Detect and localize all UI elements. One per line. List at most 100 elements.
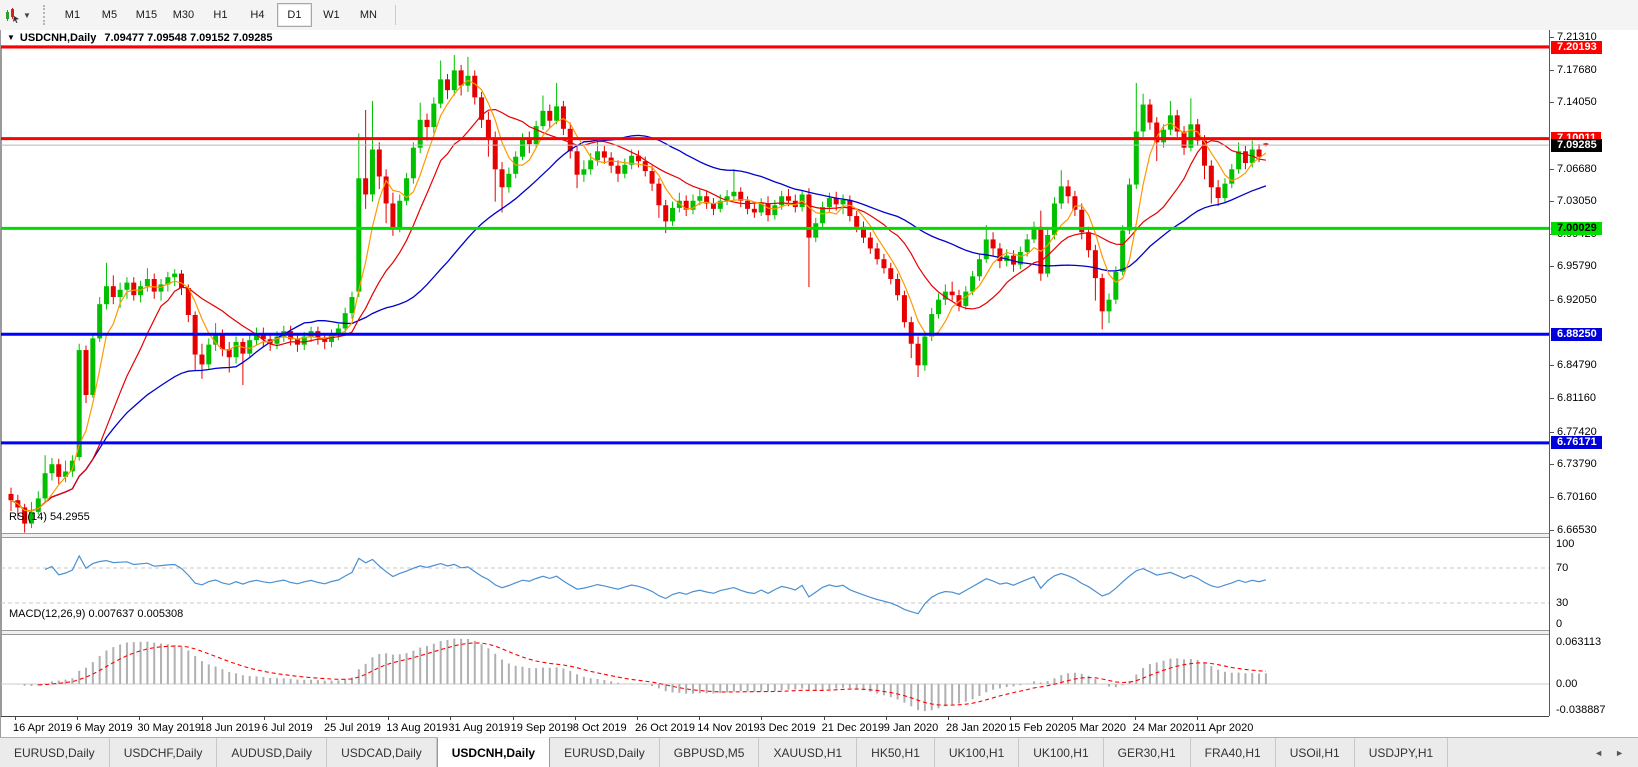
candle-body-bear: [656, 183, 662, 206]
candle-body-bull: [410, 147, 416, 179]
period-button-m5[interactable]: M5: [101, 9, 118, 21]
price-tick-mark: [1550, 464, 1554, 466]
symbol-dropdown-icon[interactable]: ▼: [7, 33, 15, 42]
candle-body-bear: [867, 237, 873, 249]
price-tick-mark: [1550, 37, 1554, 38]
chart-tab-7-xauusd-h1[interactable]: XAUUSD,H1: [759, 738, 858, 767]
candle-body-bear: [806, 194, 812, 238]
date-tick-mark: [15, 717, 16, 720]
chart-tab-8-hk50-h1[interactable]: HK50,H1: [857, 738, 935, 767]
period-button-h1[interactable]: H1: [213, 9, 228, 21]
chart-tab-9-uk100-h1[interactable]: UK100,H1: [935, 738, 1020, 767]
panel-separator-sep1[interactable]: [1, 533, 1549, 538]
price-tick-label: 7.21310: [1550, 31, 1638, 43]
candle-body-bull: [588, 160, 594, 170]
candle-body-bull: [942, 291, 948, 300]
chart-tab-13-usoil-h1[interactable]: USOil,H1: [1276, 738, 1355, 767]
tabs-scroll-right-icon[interactable]: ►: [1615, 748, 1624, 758]
period-button-d1[interactable]: D1: [276, 3, 312, 27]
chart-tool-button[interactable]: ▼: [0, 0, 37, 30]
chart-tab-11-ger30-h1[interactable]: GER30,H1: [1104, 738, 1191, 767]
candle-body-bear: [390, 203, 396, 229]
period-button-m1[interactable]: M1: [64, 9, 81, 21]
chart-tab-1-usdchf-daily[interactable]: USDCHF,Daily: [110, 738, 218, 767]
chart-plot[interactable]: [1, 30, 1549, 716]
candle-body-bear: [895, 278, 901, 296]
price-tick-mark: [1550, 398, 1554, 400]
date-tick-label: 13 Aug 2019: [386, 722, 448, 734]
candle-body-bull: [772, 205, 778, 216]
candle-body-bull: [76, 350, 82, 458]
candle-body-bear: [861, 226, 866, 238]
chart-tab-10-uk100-h1[interactable]: UK100,H1: [1019, 738, 1104, 767]
chart-tab-6-gbpusd-m5[interactable]: GBPUSD,M5: [660, 738, 760, 767]
chart-tab-14-usdjpy-h1[interactable]: USDJPY,H1: [1355, 738, 1449, 767]
period-button-m30[interactable]: M30: [172, 9, 195, 21]
candle-body-bull: [1120, 230, 1126, 272]
candle-body-bull: [970, 276, 976, 292]
candle-body-bull: [158, 284, 164, 292]
candle-body-bear: [901, 295, 907, 323]
candle-body-bear: [663, 205, 669, 222]
candle-body-bull: [124, 282, 130, 290]
period-button-mn[interactable]: MN: [359, 9, 377, 21]
period-button-w1[interactable]: W1: [323, 9, 340, 21]
candle-body-bull: [1024, 239, 1030, 253]
price-tick-mark: [1550, 102, 1554, 104]
price-tick-label: 7.14050: [1550, 96, 1638, 108]
chart-window: ▼ USDCNH,Daily 7.09477 7.09548 7.09152 7…: [0, 30, 1638, 738]
chart-caption: ▼ USDCNH,Daily 7.09477 7.09548 7.09152 7…: [1, 30, 1549, 45]
period-button-h4[interactable]: H4: [250, 9, 265, 21]
date-tick-mark: [699, 717, 701, 720]
candle-body-bear: [601, 151, 607, 158]
candle-body-bull: [581, 169, 587, 175]
period-button-m15[interactable]: M15: [135, 9, 158, 21]
candle-body-bear: [1242, 151, 1248, 163]
candle-body-bull: [983, 239, 989, 260]
candle-body-bull: [369, 149, 375, 195]
chart-symbol-label: USDCNH,Daily: [19, 31, 97, 44]
price-tick-label: 6.95790: [1550, 260, 1638, 272]
candle-body-bear: [8, 493, 14, 501]
chart-tab-4-usdcnh-daily[interactable]: USDCNH,Daily: [436, 737, 551, 767]
candle-body-bear: [997, 248, 1003, 262]
dropdown-caret-icon: ▼: [23, 10, 31, 20]
price-badge-7.00029: 7.00029: [1551, 221, 1602, 235]
chart-tab-12-fra40-h1[interactable]: FRA40,H1: [1191, 738, 1276, 767]
date-tick-label: 25 Jul 2019: [324, 722, 381, 734]
candle-body-bear: [479, 97, 485, 120]
candle-body-bear: [526, 138, 532, 145]
date-tick-label: 6 May 2019: [75, 722, 133, 734]
candle-body-bull: [1058, 186, 1064, 204]
candle-body-bull: [69, 460, 75, 472]
price-tick-mark: [1550, 266, 1554, 268]
candle-body-bull: [595, 151, 601, 161]
price-badge-7.20193: 7.20193: [1551, 40, 1602, 54]
date-tick-mark: [885, 717, 887, 720]
candle-body-bull: [622, 164, 628, 174]
candle-body-bear: [260, 332, 266, 340]
candle-body-bear: [915, 343, 921, 366]
chart-tab-0-eurusd-daily[interactable]: EURUSD,Daily: [0, 738, 110, 767]
toolbar-grip[interactable]: [42, 5, 48, 25]
date-tick-label: 3 Dec 2019: [759, 722, 816, 734]
candle-body-bear: [363, 178, 369, 195]
candle-body-bear: [615, 165, 621, 174]
chart-tab-2-audusd-daily[interactable]: AUDUSD,Daily: [217, 738, 328, 767]
date-tick-label: 21 Dec 2019: [821, 722, 884, 734]
price-tick-label: 6.66530: [1550, 524, 1638, 536]
chart-tab-5-eurusd-daily[interactable]: EURUSD,Daily: [550, 738, 660, 767]
candle-body-bull: [731, 191, 737, 197]
date-tick-label: 18 Jun 2019: [199, 722, 261, 734]
candle-body-bull: [356, 178, 362, 292]
candle-body-bear: [574, 151, 580, 175]
tabs-scroll-left-icon[interactable]: ◄: [1594, 748, 1604, 758]
date-tick-label: 14 Nov 2019: [697, 722, 760, 734]
price-tick-label: 6.70160: [1550, 491, 1638, 503]
candle-body-bear: [547, 110, 553, 121]
candle-body-bull: [697, 196, 703, 201]
chart-tab-3-usdcad-daily[interactable]: USDCAD,Daily: [327, 738, 437, 767]
candle-body-bull: [1236, 151, 1242, 170]
candle-body-bear: [1208, 165, 1214, 188]
panel-separator-sep2[interactable]: [1, 630, 1549, 635]
